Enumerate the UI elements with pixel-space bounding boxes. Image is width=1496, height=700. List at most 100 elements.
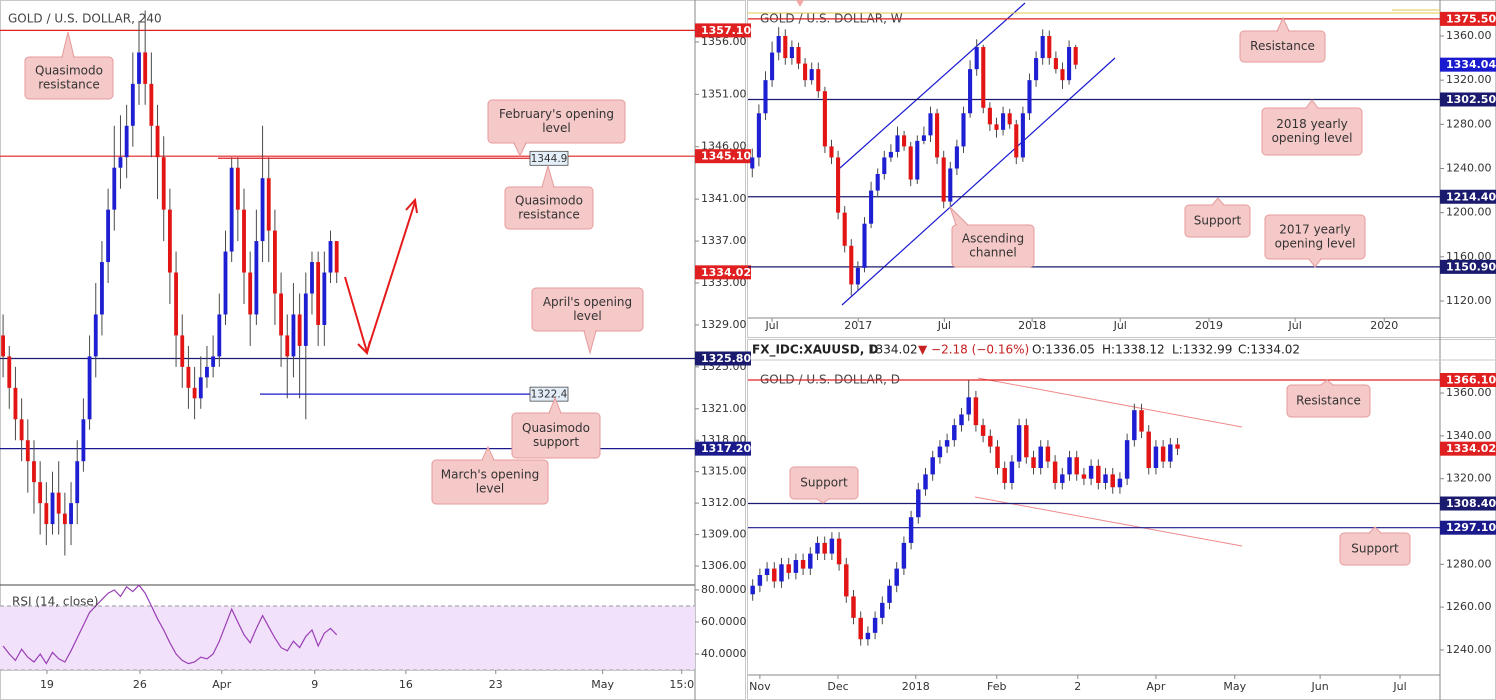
- candle-body: [756, 113, 761, 158]
- candle-body: [1088, 465, 1094, 479]
- candle-body: [757, 575, 763, 586]
- candle-body: [894, 568, 899, 586]
- y-tick-label: 1321.00: [701, 402, 747, 415]
- candle-body: [1160, 446, 1166, 462]
- candle-body: [1096, 465, 1101, 483]
- candle-body: [1132, 410, 1137, 441]
- annotation-text: resistance: [38, 78, 100, 92]
- candle-body: [772, 568, 777, 582]
- candle-body: [1060, 69, 1065, 81]
- candle-body: [1139, 410, 1144, 432]
- candle-body: [908, 146, 913, 180]
- candle-body: [783, 35, 788, 59]
- candle-body: [915, 140, 920, 180]
- annotation-fill: [483, 459, 493, 462]
- candle-body: [822, 542, 827, 554]
- annotation-fill: [1322, 384, 1332, 387]
- candle-body: [880, 602, 885, 618]
- level-tag: [695, 441, 751, 456]
- candle-body: [875, 174, 880, 191]
- candle-body: [1117, 478, 1123, 488]
- candle-body: [75, 461, 80, 504]
- candle-body: [155, 125, 160, 158]
- annotation-text: April's opening: [543, 295, 632, 309]
- annotation-text: Quasimodo: [522, 421, 590, 435]
- candle-body: [38, 482, 43, 504]
- candle-body: [291, 314, 296, 357]
- annotation: Support: [789, 466, 859, 504]
- annotation-text: 2018 yearly: [1276, 117, 1348, 131]
- candle-body: [130, 83, 135, 126]
- rsi-line: [2, 584, 338, 665]
- candle-body: [1067, 457, 1072, 475]
- candle-body: [124, 125, 129, 158]
- quote-last: 1334.02: [868, 343, 918, 357]
- annotation: Resistance: [1286, 379, 1371, 418]
- y-tick-label: 1240.00: [1446, 161, 1492, 174]
- forecast-arrow: [344, 197, 418, 356]
- candle-body: [279, 293, 284, 336]
- candle-body: [816, 69, 821, 92]
- candle-body: [223, 251, 228, 315]
- candle-body: [941, 157, 946, 202]
- x-tick-label: Jul: [1113, 319, 1127, 332]
- candle-body: [1074, 457, 1079, 475]
- candle-body: [260, 178, 265, 242]
- y-tick-label: 1320.00: [1446, 472, 1492, 485]
- level-tag: [1440, 496, 1496, 511]
- x-tick-label: 16: [399, 678, 413, 691]
- level-label: 1366.10: [1446, 373, 1496, 386]
- annotation: Resistance: [1239, 16, 1326, 63]
- y-tick-label: 1320.00: [1446, 73, 1492, 86]
- candle-body: [973, 397, 979, 426]
- candle-body: [1052, 461, 1058, 483]
- x-tick-label: 2020: [1370, 319, 1398, 332]
- candle-body: [770, 52, 775, 81]
- candle-body: [796, 47, 801, 64]
- quote-close: C:1334.02: [1238, 343, 1300, 357]
- candle-body: [829, 146, 834, 158]
- candle-body: [995, 446, 1000, 468]
- x-tick-label: Apr: [1146, 680, 1166, 693]
- level-label: 1334.02: [1446, 442, 1496, 455]
- y-tick-label: 1360.00: [1446, 386, 1492, 399]
- candle-body: [50, 492, 55, 525]
- candle-body: [143, 52, 148, 84]
- candle-body: [888, 151, 893, 158]
- x-tick-label: Jul: [1392, 680, 1406, 693]
- candle-body: [981, 47, 986, 108]
- candle-body: [322, 272, 327, 325]
- candle-body: [789, 47, 794, 59]
- candle-body: [1067, 47, 1072, 81]
- level-label: 1325.80: [701, 352, 751, 365]
- candle-body: [137, 52, 141, 84]
- x-tick-label: Dec: [827, 680, 848, 693]
- candle-body: [1020, 113, 1025, 158]
- candle-body: [916, 489, 921, 518]
- x-tick-label: 23: [489, 678, 503, 691]
- quote-high: H:1338.12: [1102, 343, 1165, 357]
- candle-body: [930, 457, 935, 475]
- candle-body: [1, 335, 6, 357]
- candle-body: [862, 223, 867, 268]
- candle-body: [948, 168, 953, 202]
- candle-body: [205, 366, 209, 378]
- candle-body: [297, 314, 302, 346]
- candle-body: [303, 293, 308, 346]
- y-tick-label: 1260.00: [1446, 600, 1492, 613]
- x-tick-label: 2019: [1195, 319, 1223, 332]
- y-tick-label: 1309.00: [701, 528, 747, 541]
- candle-body: [93, 314, 98, 357]
- candle-body: [849, 245, 854, 285]
- candle-body: [310, 262, 314, 294]
- chart-layer: GOLD / U.S. DOLLAR, 240 1356.00 1351.00 134…: [0, 10, 1496, 693]
- candle-body: [285, 335, 290, 357]
- candle-body: [908, 517, 914, 543]
- y-tick-label: 80.0000: [701, 583, 747, 596]
- y-tick-label: 1280.00: [1446, 557, 1492, 570]
- candle-body: [968, 69, 973, 114]
- candle-body: [980, 425, 986, 436]
- annotation-fill: [1278, 30, 1288, 33]
- candle-body: [822, 91, 827, 147]
